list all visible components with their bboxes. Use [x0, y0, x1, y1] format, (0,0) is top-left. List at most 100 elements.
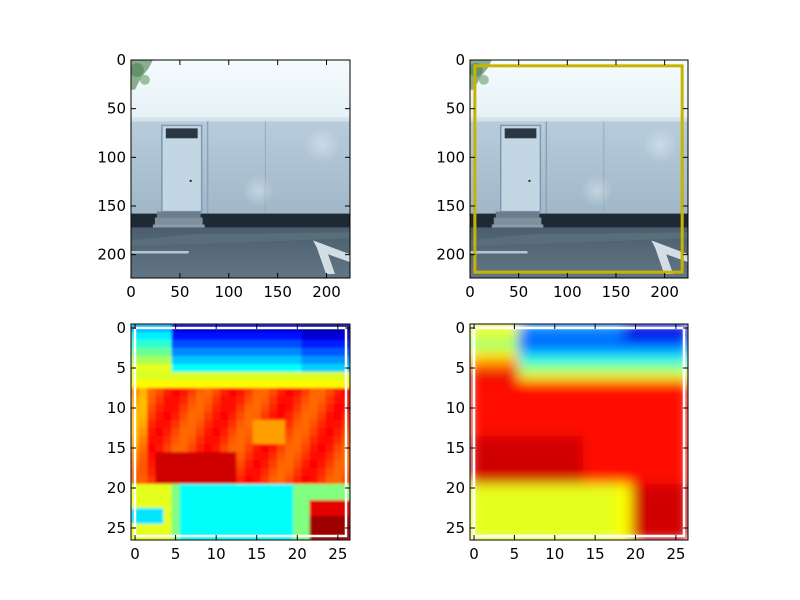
heatmap-cell	[542, 372, 552, 381]
heatmap-cell	[478, 348, 487, 357]
heatmap-cell	[285, 476, 294, 485]
heatmap-cell	[285, 524, 294, 533]
heatmap-cell	[293, 428, 302, 437]
heatmap-cell	[317, 388, 327, 397]
heatmap-cell	[139, 364, 148, 373]
heatmap-cell	[478, 420, 487, 429]
heatmap-cell	[309, 436, 319, 445]
heatmap-cell	[510, 428, 520, 437]
heatmap-cell	[139, 452, 148, 461]
heatmap-cell	[639, 372, 649, 381]
heatmap-cell	[623, 508, 633, 517]
heatmap-cell	[534, 444, 544, 453]
heatmap-cell	[518, 340, 528, 349]
heatmap-cell	[639, 428, 649, 437]
heatmap-cell	[534, 452, 544, 461]
heatmap-cell	[647, 492, 657, 501]
heatmap-cell	[631, 516, 641, 525]
heatmap-cell	[236, 380, 246, 389]
heatmap-cell	[502, 332, 511, 341]
heatmap-cell	[494, 484, 503, 493]
heatmap-cell	[244, 380, 254, 389]
heatmap-cell	[268, 508, 278, 517]
heatmap-cell	[558, 476, 568, 485]
heatmap-cell	[147, 388, 156, 397]
heatmap-cell	[204, 436, 213, 445]
heatmap-cell	[220, 500, 229, 509]
heatmap-cell	[542, 332, 552, 341]
heatmap-cell	[486, 364, 495, 373]
heatmap-cell	[526, 428, 536, 437]
heatmap-cell	[655, 468, 665, 477]
heatmap-cell	[639, 388, 649, 397]
heatmap-cell	[325, 452, 335, 461]
heatmap-cell	[163, 500, 173, 509]
heatmap-cell	[647, 460, 657, 469]
heatmap-cell	[309, 524, 319, 533]
heatmap-cell	[260, 356, 270, 365]
heatmap-cell	[502, 492, 511, 501]
heatmap-cell	[277, 356, 286, 365]
heatmap-cell	[615, 460, 624, 469]
heatmap-blocky	[131, 324, 350, 540]
heatmap-cell	[293, 332, 302, 341]
heatmap-cell	[252, 380, 262, 389]
heatmap-cell	[663, 500, 673, 509]
heatmap-cell	[623, 468, 633, 477]
heatmap-cell	[204, 460, 213, 469]
heatmap-cell	[671, 476, 681, 485]
heatmap-cell	[631, 388, 641, 397]
heatmap-cell	[655, 516, 665, 525]
heatmap-cell	[293, 444, 302, 453]
y-tick-label: 20	[446, 479, 465, 497]
heatmap-cell	[277, 492, 286, 501]
heatmap-cell	[518, 468, 528, 477]
heatmap-cell	[204, 476, 213, 485]
heatmap-cell	[639, 492, 649, 501]
heatmap-cell	[526, 412, 536, 421]
heatmap-cell	[671, 356, 681, 365]
heatmap-cell	[220, 428, 229, 437]
heatmap-cell	[139, 356, 148, 365]
heatmap-cell	[502, 348, 511, 357]
heatmap-cell	[260, 372, 270, 381]
heatmap-cell	[301, 468, 311, 477]
y-tick-label: 0	[455, 51, 465, 69]
heatmap-cell	[510, 468, 520, 477]
heatmap-cell	[317, 356, 327, 365]
heatmap-cell	[518, 508, 528, 517]
heatmap-cell	[526, 364, 536, 373]
heatmap-cell	[228, 444, 238, 453]
heatmap-cell	[252, 444, 262, 453]
heatmap-cell	[615, 484, 624, 493]
heatmap-cell	[147, 436, 156, 445]
heatmap-cell	[631, 356, 641, 365]
heatmap-cell	[260, 332, 270, 341]
heatmap-cell	[277, 460, 286, 469]
heatmap-cell	[236, 468, 246, 477]
heatmap-cell	[228, 396, 238, 405]
heatmap-cell	[147, 444, 156, 453]
heatmap-cell	[583, 412, 592, 421]
heatmap-cell	[228, 460, 238, 469]
heatmap-cell	[542, 404, 552, 413]
heatmap-cell	[317, 524, 327, 533]
heatmap-cell	[293, 476, 302, 485]
heatmap-cell	[526, 500, 536, 509]
heatmap-cell	[663, 428, 673, 437]
photo-image-left	[131, 60, 350, 278]
heatmap-cell	[236, 356, 246, 365]
axes-frame-bottom-right	[469, 323, 689, 541]
heatmap-cell	[179, 380, 189, 389]
heatmap-cell	[220, 444, 229, 453]
heatmap-cell	[195, 444, 205, 453]
heatmap-cell	[663, 492, 673, 501]
heatmap-cell	[639, 404, 649, 413]
heatmap-cell	[236, 508, 246, 517]
heatmap-cell	[607, 372, 616, 381]
heatmap-cell	[486, 356, 495, 365]
heatmap-cell	[155, 476, 165, 485]
heatmap-cell	[607, 452, 616, 461]
heatmap-cell	[204, 492, 213, 501]
heatmap-cell	[325, 492, 335, 501]
